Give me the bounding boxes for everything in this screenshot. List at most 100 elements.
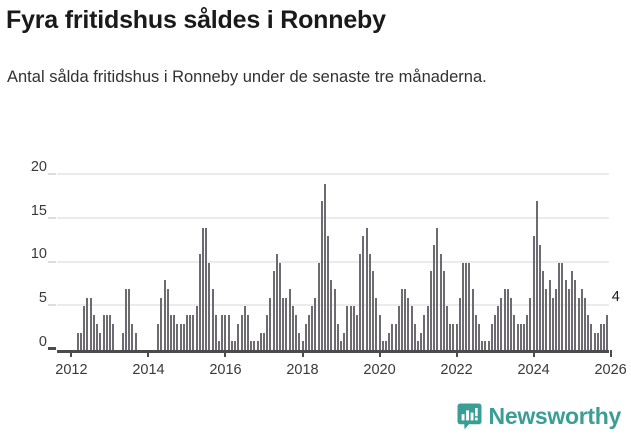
bar: [298, 332, 301, 350]
gridline: [57, 304, 609, 307]
newsworthy-footer: Newsworthy: [457, 401, 621, 431]
x-axis-tick-mark: [532, 350, 535, 357]
bar: [577, 297, 580, 350]
bar: [230, 341, 233, 350]
bar: [343, 332, 346, 350]
bar: [185, 315, 188, 350]
y-axis-tick-label: 20: [30, 158, 47, 175]
bar: [429, 271, 432, 350]
bar: [208, 262, 211, 350]
bar: [295, 315, 298, 350]
bar: [330, 280, 333, 350]
bar: [240, 315, 243, 350]
bar: [317, 262, 320, 350]
x-axis-tick-label: 2016: [209, 362, 242, 378]
bar: [445, 306, 448, 350]
bar: [436, 227, 439, 350]
bar: [465, 262, 468, 350]
bar: [397, 306, 400, 350]
bar: [182, 323, 185, 350]
bar: [381, 341, 384, 350]
bar: [134, 332, 137, 350]
bar: [218, 341, 221, 350]
bar: [555, 288, 558, 350]
bar: [506, 288, 509, 350]
bar: [86, 297, 89, 350]
bar: [311, 306, 314, 350]
bar: [513, 315, 516, 350]
bar: [76, 332, 79, 350]
x-axis-tick-label: 2012: [55, 362, 88, 378]
bar: [548, 280, 551, 350]
bar: [359, 253, 362, 350]
bar: [522, 323, 525, 350]
bar: [545, 288, 548, 350]
bar: [125, 288, 127, 350]
bar: [388, 332, 391, 350]
chart-plot-wrapper: 0 5 10 15 20 2012 2014 2016 2018 2020 2022 2024 202…: [0, 158, 631, 390]
bar: [246, 315, 249, 350]
bar: [603, 323, 606, 350]
bar: [599, 323, 602, 350]
bar: [372, 271, 375, 350]
y-axis-tick-mark: [48, 304, 56, 307]
bar: [253, 341, 256, 350]
bar: [574, 280, 577, 350]
bar: [112, 323, 115, 350]
bar: [285, 297, 288, 350]
bar: [423, 315, 426, 350]
bar: [269, 297, 272, 350]
bar: [163, 280, 166, 350]
bar: [561, 262, 564, 350]
bar: [481, 341, 484, 350]
y-axis-tick-label: 15: [30, 202, 47, 219]
bar: [368, 253, 371, 350]
bar: [433, 245, 436, 350]
bar: [327, 236, 330, 350]
bar: [234, 341, 237, 350]
bar: [471, 288, 474, 350]
bar: [468, 262, 471, 350]
bar: [80, 332, 83, 350]
x-axis-tick-label: 2024: [517, 362, 550, 378]
bar: [365, 227, 368, 350]
bar: [542, 271, 545, 350]
bar: [349, 306, 352, 350]
bar: [583, 297, 586, 350]
y-axis-tick-label: 5: [38, 290, 47, 307]
bar: [391, 323, 394, 350]
x-axis-tick-label: 2014: [132, 362, 165, 378]
bar: [384, 341, 387, 350]
bar: [417, 341, 420, 350]
bar: [279, 262, 282, 350]
bar: [205, 227, 208, 350]
gridline: [57, 173, 609, 175]
bar: [301, 341, 304, 350]
gridline: [57, 216, 609, 219]
bar: [497, 306, 500, 350]
bar: [442, 271, 445, 350]
bar: [478, 323, 480, 350]
x-axis-tick-mark: [70, 350, 73, 357]
bar: [102, 315, 105, 350]
bar: [89, 297, 92, 350]
bar: [83, 306, 86, 350]
bar: [237, 323, 240, 350]
bar: [99, 332, 102, 350]
y-axis-tick-mark: [48, 260, 56, 263]
bar: [580, 288, 583, 350]
bar: [211, 288, 214, 350]
bar: [323, 183, 326, 350]
x-axis-tick-mark: [301, 350, 304, 357]
bar: [173, 315, 176, 350]
bar: [92, 315, 95, 350]
bar-value-label: 4: [611, 289, 620, 305]
bar: [250, 341, 253, 350]
bar: [474, 315, 477, 350]
bar: [333, 288, 336, 350]
x-axis-tick-label: 2026: [594, 362, 627, 378]
bar: [272, 271, 275, 350]
bar: [487, 341, 490, 350]
bar: [535, 201, 538, 350]
